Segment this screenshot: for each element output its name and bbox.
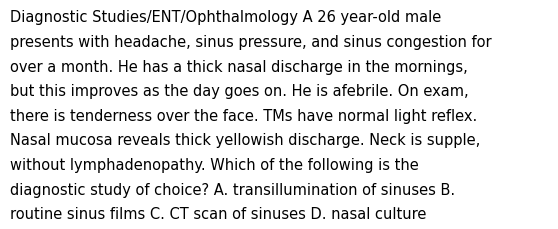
Text: routine sinus films C. CT scan of sinuses D. nasal culture: routine sinus films C. CT scan of sinuse… <box>10 206 426 221</box>
Text: over a month. He has a thick nasal discharge in the mornings,: over a month. He has a thick nasal disch… <box>10 59 468 74</box>
Text: Diagnostic Studies/ENT/Ophthalmology A 26 year-old male: Diagnostic Studies/ENT/Ophthalmology A 2… <box>10 10 441 25</box>
Text: without lymphadenopathy. Which of the following is the: without lymphadenopathy. Which of the fo… <box>10 157 419 172</box>
Text: but this improves as the day goes on. He is afebrile. On exam,: but this improves as the day goes on. He… <box>10 84 469 99</box>
Text: presents with headache, sinus pressure, and sinus congestion for: presents with headache, sinus pressure, … <box>10 35 492 50</box>
Text: Nasal mucosa reveals thick yellowish discharge. Neck is supple,: Nasal mucosa reveals thick yellowish dis… <box>10 133 480 148</box>
Text: there is tenderness over the face. TMs have normal light reflex.: there is tenderness over the face. TMs h… <box>10 108 477 123</box>
Text: diagnostic study of choice? A. transillumination of sinuses B.: diagnostic study of choice? A. transillu… <box>10 182 455 197</box>
